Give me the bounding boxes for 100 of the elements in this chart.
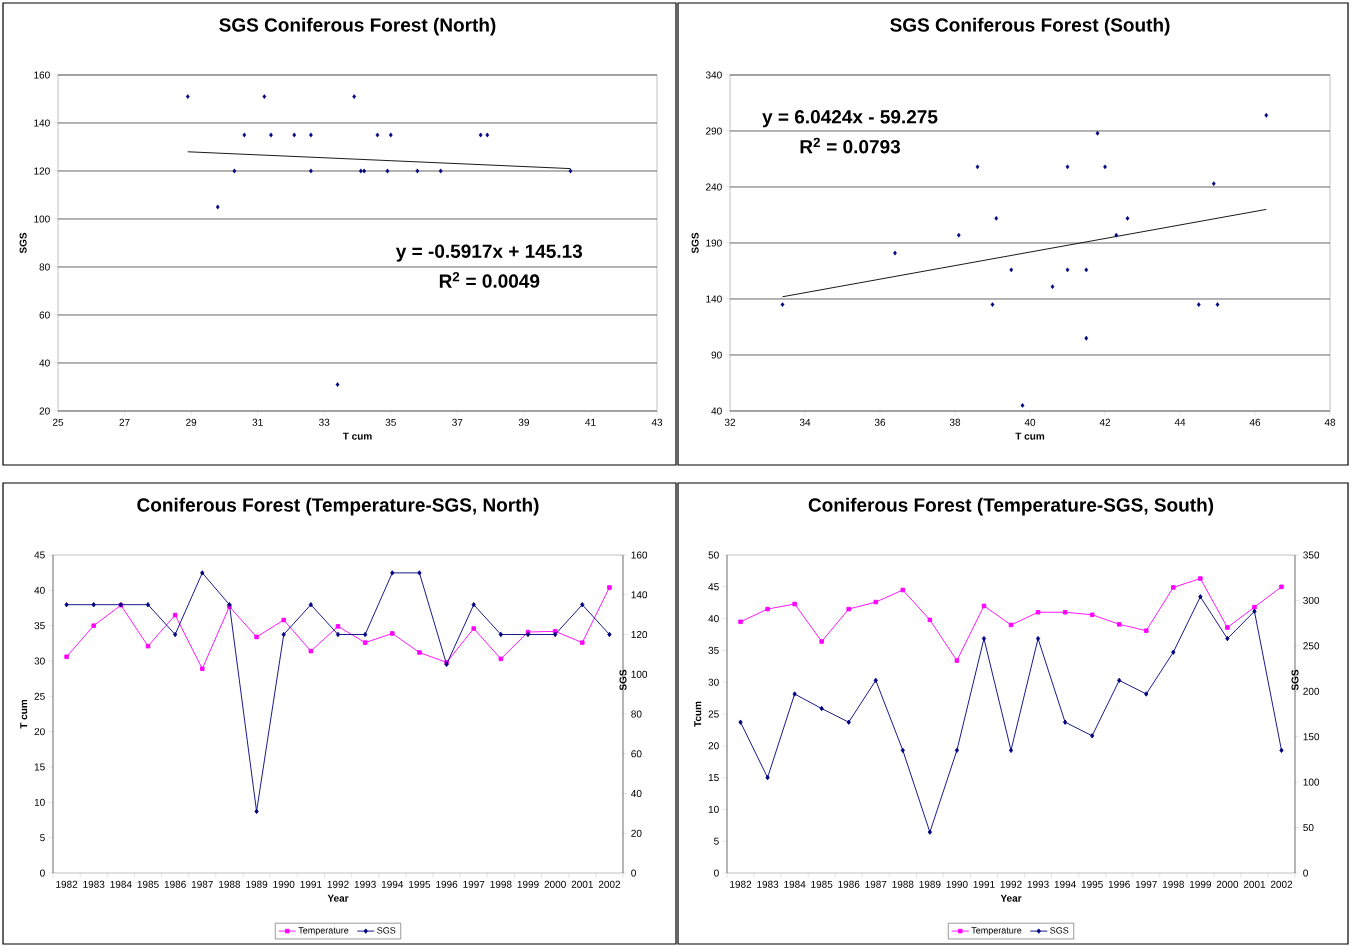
x-axis-title: T cum bbox=[342, 432, 372, 440]
x-tick-label: 2000 bbox=[1216, 880, 1239, 888]
x-tick-label: 42 bbox=[1099, 418, 1111, 426]
legend-label: Temperature bbox=[971, 927, 1022, 936]
x-tick-label: 1996 bbox=[436, 880, 458, 888]
y2-tick-label: 60 bbox=[631, 750, 642, 758]
x-tick-label: 1999 bbox=[1189, 880, 1211, 888]
x-tick-label: 1998 bbox=[1162, 880, 1184, 888]
y2-tick-label: 80 bbox=[631, 710, 642, 718]
x-tick-label: 1998 bbox=[490, 880, 512, 888]
x-tick-label: 25 bbox=[52, 418, 64, 426]
legend-label: Temperature bbox=[298, 927, 349, 936]
y-tick-label: 15 bbox=[34, 763, 45, 771]
x-tick-label: 1990 bbox=[946, 880, 968, 888]
y-tick-label: 10 bbox=[34, 798, 45, 806]
y-tick-label: 5 bbox=[714, 837, 719, 845]
x-tick-label: 1995 bbox=[409, 880, 431, 888]
y-tick-label: 340 bbox=[705, 71, 722, 79]
y-tick-label: 140 bbox=[34, 119, 50, 127]
x-tick-label: 2001 bbox=[1243, 880, 1266, 888]
x-tick-label: 40 bbox=[1024, 418, 1036, 426]
y-tick-label: 40 bbox=[34, 586, 45, 594]
x-tick-label: 1987 bbox=[865, 880, 887, 888]
y2-tick-label: 20 bbox=[631, 829, 642, 837]
y-tick-label: 0 bbox=[714, 869, 719, 877]
x-tick-label: 1984 bbox=[784, 880, 806, 888]
y2-tick-label: 40 bbox=[631, 789, 642, 798]
y-tick-label: 25 bbox=[708, 710, 719, 718]
y-tick-label: 30 bbox=[34, 657, 45, 665]
x-tick-label: 43 bbox=[651, 418, 663, 426]
x-tick-label: 1992 bbox=[327, 880, 349, 888]
x-tick-label: 2002 bbox=[1270, 880, 1293, 888]
x-tick-label: 1995 bbox=[1081, 880, 1103, 888]
y-tick-label: 40 bbox=[711, 407, 722, 415]
x-tick-label: 27 bbox=[119, 418, 130, 426]
y-tick-label: 30 bbox=[708, 678, 719, 686]
y-tick-label: 240 bbox=[706, 183, 722, 191]
y2-tick-label: 100 bbox=[1303, 778, 1320, 786]
x-tick-label: 1997 bbox=[1135, 880, 1157, 888]
chart-title: SGS Coniferous Forest (South) bbox=[890, 17, 1170, 36]
y2-tick-label: 0 bbox=[1303, 869, 1308, 877]
x-tick-label: 1984 bbox=[110, 880, 132, 888]
y-tick-label: 60 bbox=[39, 311, 50, 319]
y-tick-label: 25 bbox=[34, 692, 45, 700]
y-tick-label: 40 bbox=[39, 359, 50, 367]
y2-tick-label: 200 bbox=[1303, 687, 1320, 695]
annotation: y = -0.5917x + 145.13 bbox=[395, 244, 583, 262]
x-tick-label: 1994 bbox=[381, 880, 404, 888]
x-tick-label: 1982 bbox=[730, 880, 752, 888]
y-tick-label: 140 bbox=[706, 295, 722, 303]
y-tick-label: 20 bbox=[39, 407, 50, 415]
y-axis-title: Tcum bbox=[694, 701, 702, 727]
y-tick-label: 35 bbox=[34, 622, 45, 630]
chart-title: Coniferous Forest (Temperature-SGS, North) bbox=[137, 497, 539, 516]
x-tick-label: 1994 bbox=[1054, 880, 1076, 888]
y-axis-title: SGS bbox=[19, 232, 27, 254]
y2-tick-label: 50 bbox=[1303, 824, 1314, 832]
x-tick-label: 39 bbox=[518, 418, 529, 426]
x-tick-label: 1990 bbox=[273, 880, 295, 888]
y-axis-title: T cum bbox=[20, 699, 28, 729]
chart-title: Coniferous Forest (Temperature-SGS, South) bbox=[808, 497, 1214, 516]
x-tick-label: 1999 bbox=[517, 880, 539, 888]
x-tick-label: 1991 bbox=[973, 880, 995, 888]
x-axis-title: Year bbox=[1000, 894, 1022, 902]
y2-tick-label: 350 bbox=[1303, 551, 1320, 559]
y2-tick-label: 250 bbox=[1303, 642, 1320, 650]
x-tick-label: 1991 bbox=[300, 880, 322, 888]
annotation: y = 6.0424x - 59.275 bbox=[762, 110, 938, 128]
x-tick-label: 44 bbox=[1174, 418, 1186, 426]
x-tick-label: 1988 bbox=[219, 880, 241, 888]
y2-tick-label: 120 bbox=[631, 630, 648, 639]
x-tick-label: 1987 bbox=[191, 880, 213, 888]
x-tick-label: 41 bbox=[585, 418, 596, 426]
x-tick-label: 34 bbox=[799, 418, 811, 426]
y2-tick-label: 150 bbox=[1303, 733, 1320, 741]
y-tick-label: 15 bbox=[708, 774, 719, 782]
y-tick-label: 10 bbox=[708, 805, 719, 813]
x-tick-label: 38 bbox=[949, 418, 961, 426]
y-axis-title: SGS bbox=[691, 232, 699, 254]
y2-axis-title: SGS bbox=[619, 669, 627, 691]
legend-label: SGS bbox=[1050, 927, 1069, 934]
annotation: R$^{2}$ = 0.0793 bbox=[800, 137, 900, 154]
y2-tick-label: 100 bbox=[631, 670, 648, 678]
y-tick-label: 160 bbox=[34, 71, 50, 79]
x-tick-label: 1986 bbox=[164, 880, 186, 888]
x-tick-label: 1986 bbox=[838, 880, 860, 888]
x-tick-label: 2001 bbox=[571, 880, 593, 888]
y-tick-label: 50 bbox=[708, 551, 719, 559]
y-tick-label: 90 bbox=[711, 351, 722, 359]
chart-title: SGS Coniferous Forest (North) bbox=[219, 17, 496, 36]
x-tick-label: 37 bbox=[452, 418, 463, 426]
x-tick-label: 1989 bbox=[919, 880, 941, 888]
x-tick-label: 1985 bbox=[137, 880, 159, 888]
x-tick-label: 1996 bbox=[1108, 880, 1130, 888]
x-tick-label: 1989 bbox=[246, 880, 268, 888]
x-tick-label: 32 bbox=[724, 418, 736, 426]
x-tick-label: 1983 bbox=[757, 880, 779, 888]
x-axis-title: Year bbox=[327, 894, 349, 902]
y2-axis-title: SGS bbox=[1291, 669, 1299, 691]
annotation: R$^{2}$ = 0.0049 bbox=[439, 272, 540, 288]
